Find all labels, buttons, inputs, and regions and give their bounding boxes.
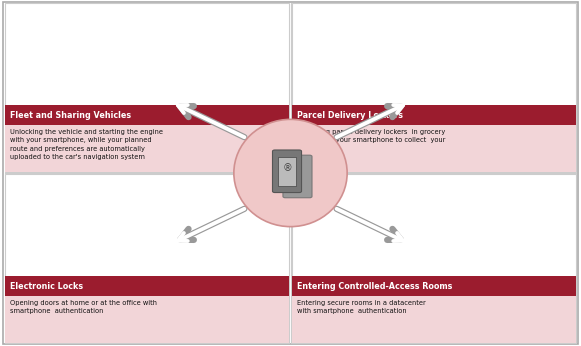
- FancyBboxPatch shape: [292, 296, 576, 343]
- FancyBboxPatch shape: [292, 105, 576, 125]
- Text: Entering secure rooms in a datacenter
with smartphone  authentication: Entering secure rooms in a datacenter wi…: [297, 300, 426, 315]
- Text: Opening doors at home or at the office with
smartphone  authentication: Opening doors at home or at the office w…: [10, 300, 157, 315]
- FancyBboxPatch shape: [5, 276, 289, 296]
- FancyBboxPatch shape: [5, 125, 289, 172]
- Text: Parcel Delivery Lockers: Parcel Delivery Lockers: [297, 111, 403, 120]
- Ellipse shape: [234, 119, 347, 227]
- FancyBboxPatch shape: [292, 174, 576, 343]
- Text: Unlocking parcel delivery lockers  in grocery
stores with your smartphone to col: Unlocking parcel delivery lockers in gro…: [297, 129, 446, 152]
- FancyBboxPatch shape: [283, 155, 312, 198]
- Text: Electronic Locks: Electronic Locks: [10, 282, 84, 291]
- FancyBboxPatch shape: [3, 2, 578, 344]
- FancyBboxPatch shape: [5, 3, 289, 172]
- FancyBboxPatch shape: [292, 3, 576, 172]
- FancyBboxPatch shape: [272, 150, 302, 192]
- Text: Entering Controlled-Access Rooms: Entering Controlled-Access Rooms: [297, 282, 453, 291]
- Text: Fleet and Sharing Vehicles: Fleet and Sharing Vehicles: [10, 111, 131, 120]
- FancyBboxPatch shape: [5, 105, 289, 125]
- FancyBboxPatch shape: [292, 125, 576, 172]
- Text: ®: ®: [282, 164, 292, 173]
- FancyBboxPatch shape: [5, 174, 289, 343]
- FancyBboxPatch shape: [292, 276, 576, 296]
- FancyBboxPatch shape: [278, 157, 296, 186]
- Text: Unlocking the vehicle and starting the engine
with your smartphone, while your p: Unlocking the vehicle and starting the e…: [10, 129, 163, 161]
- FancyBboxPatch shape: [5, 296, 289, 343]
